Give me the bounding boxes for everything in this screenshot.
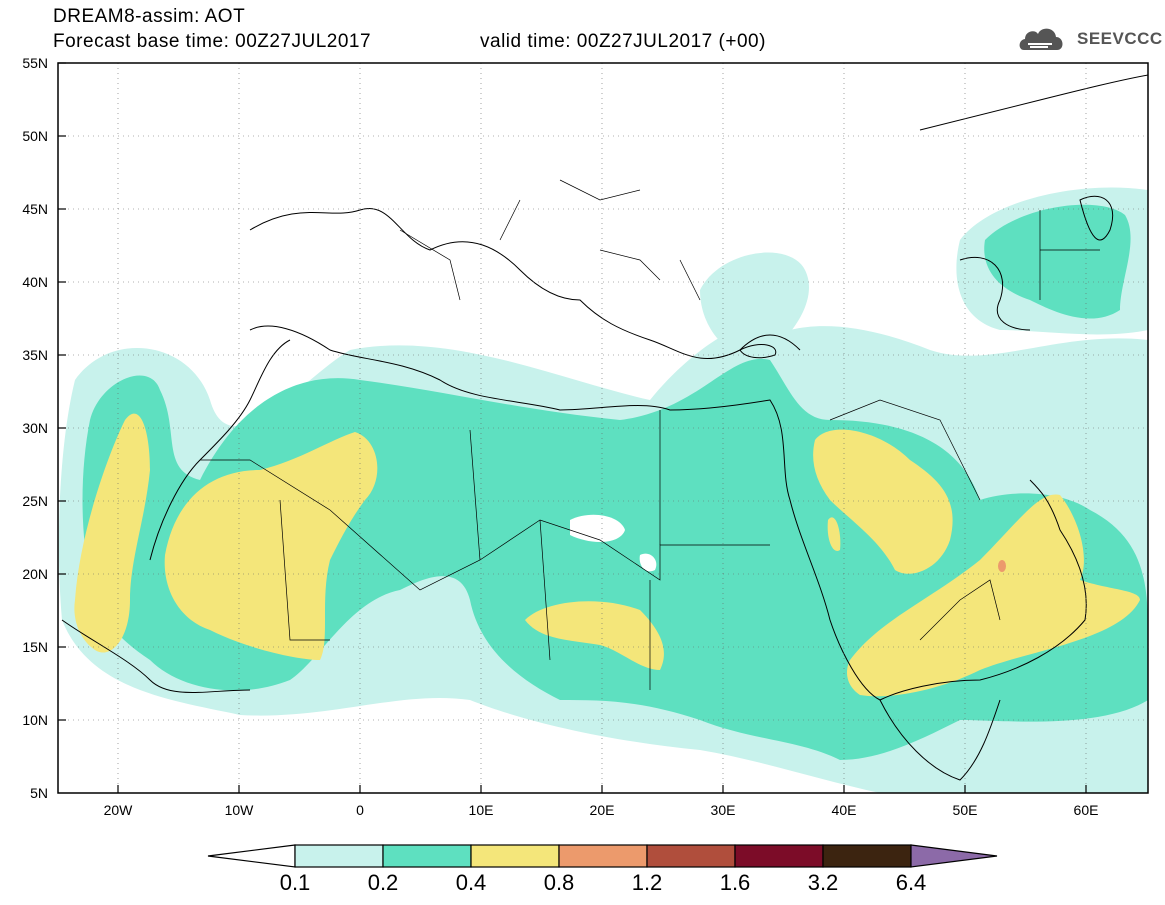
lon-label: 50E: [952, 802, 978, 818]
axis-ticks: [58, 62, 1087, 793]
map-title: DREAM8-assim: AOT: [53, 6, 246, 27]
colorbar-label: 6.4: [895, 870, 927, 895]
lat-label: 40N: [22, 274, 48, 290]
lat-label: 45N: [22, 201, 48, 217]
lat-label: 25N: [22, 493, 48, 509]
lat-label: 30N: [22, 420, 48, 436]
lon-label: 20W: [103, 802, 133, 818]
valid-time: valid time: 00Z27JUL2017 (+00): [480, 31, 766, 52]
graticule: [58, 63, 1148, 793]
lon-label: 30E: [710, 802, 736, 818]
lon-label: 40E: [831, 802, 857, 818]
colorbar-label: 1.2: [631, 870, 663, 895]
logo-text: SEEVCCC: [1077, 29, 1163, 48]
country-borders: [200, 179, 1100, 690]
lat-label: 50N: [22, 128, 48, 144]
cloud-icon: [1019, 28, 1063, 50]
coastlines: [61, 74, 1148, 781]
lon-label: 10E: [468, 802, 494, 818]
lon-label: 0: [356, 802, 364, 818]
lat-label: 5N: [30, 785, 48, 801]
lon-label: 20E: [589, 802, 615, 818]
colorbar-label: 1.6: [719, 870, 751, 895]
colorbar-label: 0.1: [279, 870, 311, 895]
lat-label: 15N: [22, 639, 48, 655]
lon-label: 60E: [1073, 802, 1099, 818]
lat-label: 10N: [22, 712, 48, 728]
colorbar-label: 0.8: [543, 870, 575, 895]
colorbar-label: 3.2: [807, 870, 839, 895]
colorbar-label: 0.2: [367, 870, 399, 895]
forecast-base-time: Forecast base time: 00Z27JUL2017: [53, 31, 372, 52]
lat-label: 20N: [22, 566, 48, 582]
aot-level-0.8: [998, 560, 1006, 572]
colorbar-label: 0.4: [455, 870, 487, 895]
lon-label: 10W: [224, 802, 254, 818]
lat-label: 55N: [22, 55, 48, 71]
lat-label: 35N: [22, 347, 48, 363]
